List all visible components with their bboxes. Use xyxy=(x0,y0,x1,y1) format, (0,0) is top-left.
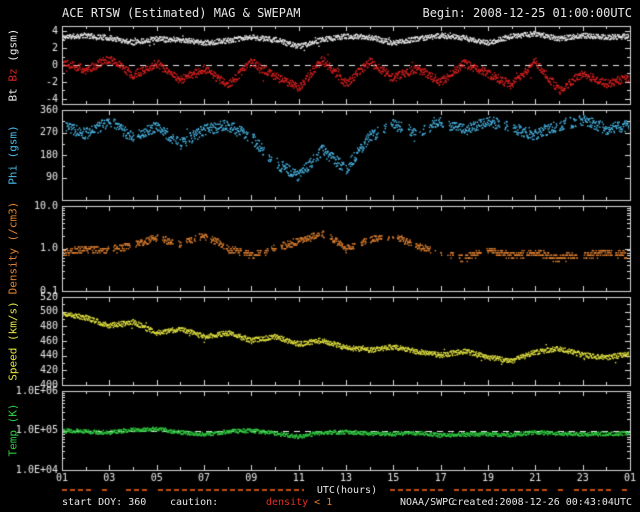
start-doy-label: start DOY: 360 xyxy=(62,497,147,508)
y-axis-label-density-text: Density (/cm3) xyxy=(6,201,20,295)
density-caution-word: density xyxy=(266,497,315,508)
density-caution-label: density < 1 xyxy=(266,497,332,508)
y-axis-label-gsm-units: (gsm) xyxy=(6,28,20,69)
y-axis-label-bt: Bt xyxy=(6,81,20,102)
page-title: ACE RTSW (Estimated) MAG & SWEPAM xyxy=(62,6,301,20)
created-timestamp: created:2008-12-26 00:43:04UTC xyxy=(451,497,632,508)
y-axis-label-phi-text: Phi (gsm) xyxy=(6,125,20,185)
x-axis-title: UTC(hours) xyxy=(304,485,390,496)
density-caution-threshold: < 1 xyxy=(314,497,333,508)
agency-label: NOAA/SWPC xyxy=(400,497,455,508)
y-axis-label-bz: Bz xyxy=(6,68,20,82)
y-axis-label-speed-text: Speed (km/s) xyxy=(6,301,20,381)
caution-label: caution: xyxy=(170,497,219,508)
y-axis-label-temp-text: Temp (K) xyxy=(6,403,20,457)
begin-timestamp: Begin: 2008-12-25 01:00:00UTC xyxy=(422,6,632,20)
